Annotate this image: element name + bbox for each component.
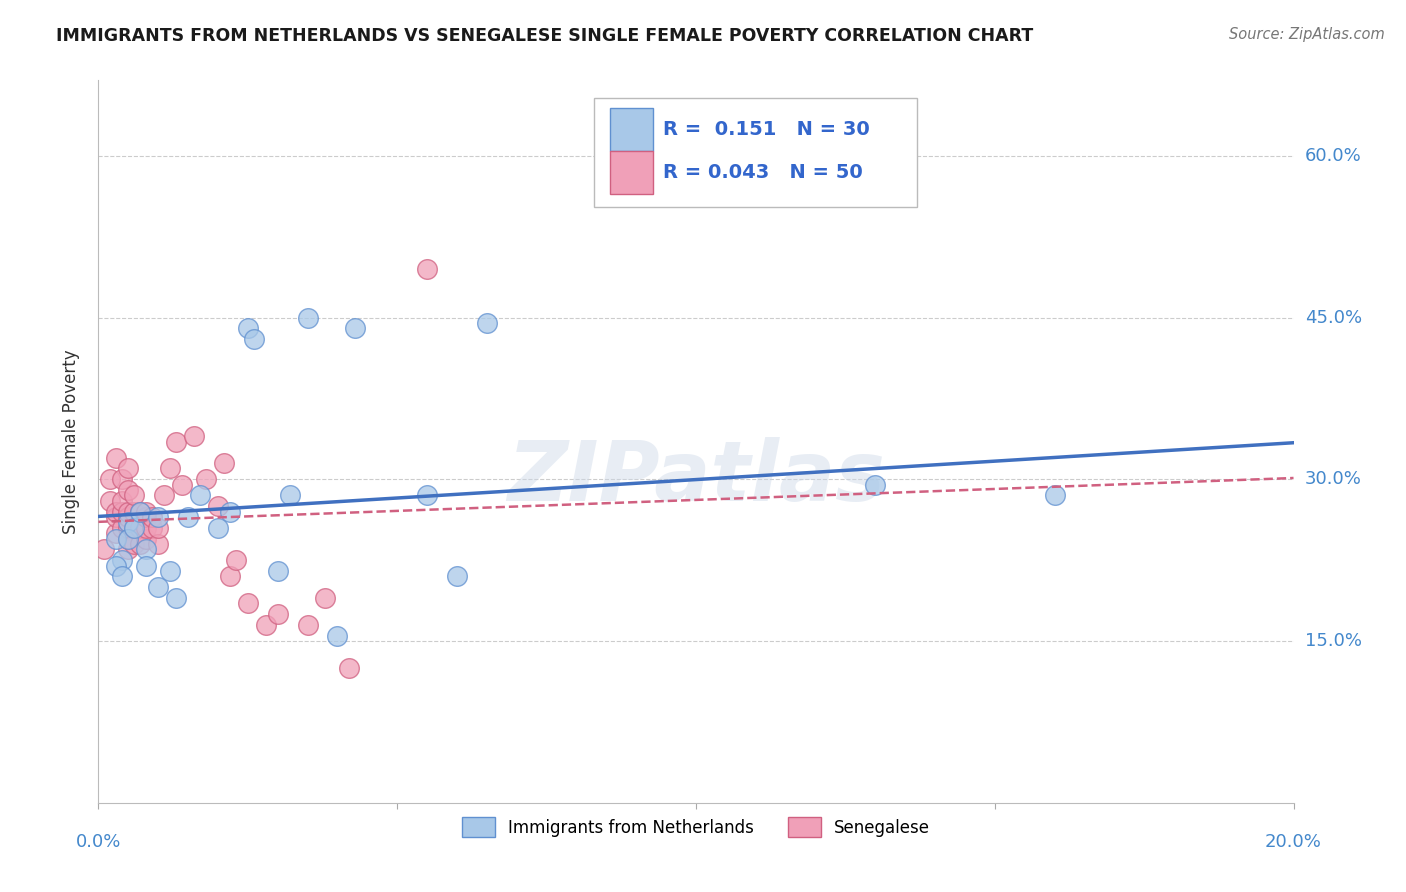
Point <box>111 493 134 508</box>
Point <box>207 521 229 535</box>
Point <box>267 564 290 578</box>
Point <box>141 521 163 535</box>
Point <box>865 477 887 491</box>
Point <box>111 569 134 583</box>
Point <box>135 505 157 519</box>
Text: 15.0%: 15.0% <box>1305 632 1361 650</box>
Point <box>117 505 139 519</box>
Point <box>105 505 128 519</box>
Point <box>148 537 170 551</box>
Text: 60.0%: 60.0% <box>1305 147 1361 165</box>
Text: IMMIGRANTS FROM NETHERLANDS VS SENEGALESE SINGLE FEMALE POVERTY CORRELATION CHAR: IMMIGRANTS FROM NETHERLANDS VS SENEGALES… <box>56 27 1033 45</box>
Point <box>105 450 128 465</box>
FancyBboxPatch shape <box>595 98 917 207</box>
Point <box>129 537 152 551</box>
Point <box>254 618 277 632</box>
Point <box>344 321 367 335</box>
Point <box>148 510 170 524</box>
Point <box>148 580 170 594</box>
Point <box>124 537 146 551</box>
Point <box>98 493 122 508</box>
Point <box>105 532 128 546</box>
Point <box>105 510 128 524</box>
Point <box>236 321 259 335</box>
Y-axis label: Single Female Poverty: Single Female Poverty <box>62 350 80 533</box>
Text: 45.0%: 45.0% <box>1305 309 1362 326</box>
Point <box>177 510 200 524</box>
Point <box>219 569 242 583</box>
Point <box>124 505 146 519</box>
Point <box>159 564 181 578</box>
Point <box>117 521 139 535</box>
Point <box>219 505 242 519</box>
Point <box>117 532 139 546</box>
Point <box>475 316 498 330</box>
Point <box>183 429 205 443</box>
Point <box>1043 488 1066 502</box>
Text: 0.0%: 0.0% <box>76 833 121 851</box>
Point <box>93 542 115 557</box>
Point <box>326 629 349 643</box>
FancyBboxPatch shape <box>610 108 652 151</box>
Point <box>148 521 170 535</box>
Text: R = 0.043   N = 50: R = 0.043 N = 50 <box>662 163 862 182</box>
Point <box>117 461 139 475</box>
Text: ZIPatlas: ZIPatlas <box>508 437 884 518</box>
Text: 20.0%: 20.0% <box>1265 833 1322 851</box>
Point <box>278 488 301 502</box>
Point <box>111 472 134 486</box>
Point <box>159 461 181 475</box>
Point <box>129 505 152 519</box>
Point <box>124 521 146 535</box>
Point <box>212 456 235 470</box>
Point <box>339 661 361 675</box>
Point <box>105 526 128 541</box>
Point <box>117 483 139 497</box>
Point <box>135 510 157 524</box>
Text: 30.0%: 30.0% <box>1305 470 1361 488</box>
Point <box>315 591 337 605</box>
Point <box>129 505 152 519</box>
Point <box>446 569 468 583</box>
Text: Source: ZipAtlas.com: Source: ZipAtlas.com <box>1229 27 1385 42</box>
FancyBboxPatch shape <box>610 152 652 194</box>
Point <box>124 521 146 535</box>
Point <box>297 618 319 632</box>
Point <box>98 472 122 486</box>
Point <box>117 542 139 557</box>
Point <box>153 488 176 502</box>
Point <box>416 488 439 502</box>
Legend: Immigrants from Netherlands, Senegalese: Immigrants from Netherlands, Senegalese <box>453 809 939 845</box>
Point <box>165 591 187 605</box>
Point <box>236 596 259 610</box>
Point <box>135 532 157 546</box>
Point <box>135 521 157 535</box>
Point <box>117 532 139 546</box>
Point <box>135 558 157 573</box>
Point <box>105 558 128 573</box>
Point <box>111 521 134 535</box>
Point <box>117 516 139 530</box>
Point <box>111 553 134 567</box>
Point <box>129 521 152 535</box>
Point <box>117 510 139 524</box>
Point <box>267 607 290 621</box>
Point <box>297 310 319 325</box>
Point <box>111 505 134 519</box>
Point <box>225 553 247 567</box>
Point <box>243 332 266 346</box>
Point <box>135 542 157 557</box>
Point <box>195 472 218 486</box>
Point <box>416 262 439 277</box>
Text: R =  0.151   N = 30: R = 0.151 N = 30 <box>662 120 869 139</box>
Point <box>172 477 194 491</box>
Point <box>141 510 163 524</box>
Point <box>165 434 187 449</box>
Point <box>124 488 146 502</box>
Point <box>207 500 229 514</box>
Point <box>188 488 211 502</box>
